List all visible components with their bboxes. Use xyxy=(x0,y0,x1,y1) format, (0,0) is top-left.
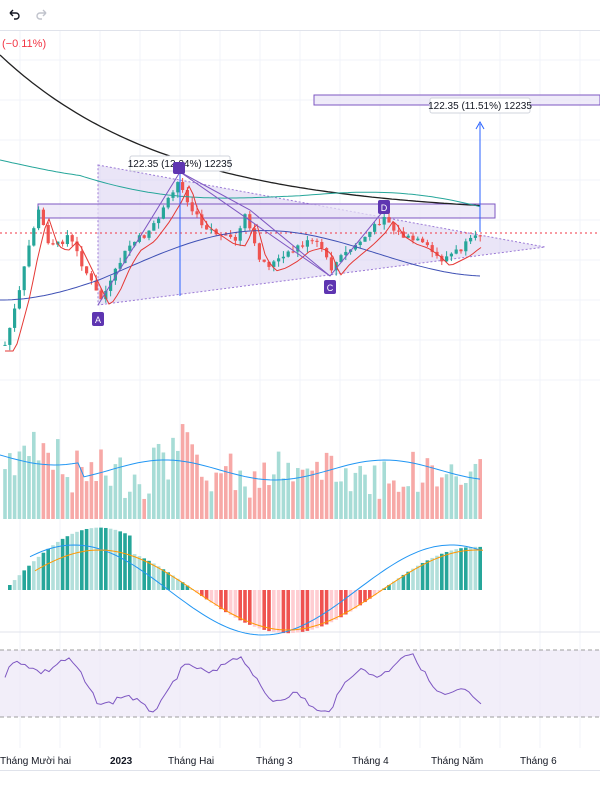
x-tick: Tháng Mười hai xyxy=(0,756,72,767)
x-tick: Tháng 4 xyxy=(352,756,389,767)
svg-text:C: C xyxy=(327,283,334,293)
signal-line xyxy=(34,549,484,631)
ma-20-line xyxy=(5,184,482,352)
x-tick: Tháng Hai xyxy=(168,756,215,767)
triangle-pattern xyxy=(97,164,546,306)
candles xyxy=(3,177,482,351)
measure-label-box-2 xyxy=(429,97,531,114)
arrow-up-icon xyxy=(475,120,485,130)
x-tick: Tháng 6 xyxy=(520,756,557,767)
ma-50-line xyxy=(0,229,481,301)
x-tick: Tháng 3 xyxy=(256,756,293,767)
volume-bars xyxy=(3,424,482,519)
price-change-label: (−0.11%) xyxy=(2,38,47,50)
pattern-point-a: A xyxy=(92,312,104,326)
top-toolbar xyxy=(0,0,600,31)
rsi-band xyxy=(0,650,600,717)
grid-lines xyxy=(0,31,600,748)
undo-icon[interactable] xyxy=(2,3,26,27)
pattern-point-b xyxy=(173,162,185,174)
x-tick: Tháng Năm xyxy=(431,756,484,767)
ma-200-line xyxy=(0,54,481,207)
svg-text:D: D xyxy=(381,203,388,213)
redo-icon[interactable] xyxy=(30,3,54,27)
ma-100-line xyxy=(0,159,481,208)
bottom-border xyxy=(0,770,600,771)
x-axis: Tháng Mười hai 2023 Tháng Hai Tháng 3 Th… xyxy=(0,748,600,770)
pattern-point-d: D xyxy=(378,200,390,214)
x-tick: 2023 xyxy=(110,756,133,767)
macd-histogram xyxy=(8,527,482,634)
volume-ma-line xyxy=(0,454,481,481)
pattern-point-c: C xyxy=(324,280,336,294)
range-box xyxy=(37,203,496,219)
measure-label-2: 122.35 (11.51%) 12235 xyxy=(428,101,532,112)
rsi-line xyxy=(4,653,482,713)
macd-line xyxy=(29,544,483,636)
abcd-pattern-line xyxy=(97,171,385,306)
svg-text:A: A xyxy=(95,315,101,325)
